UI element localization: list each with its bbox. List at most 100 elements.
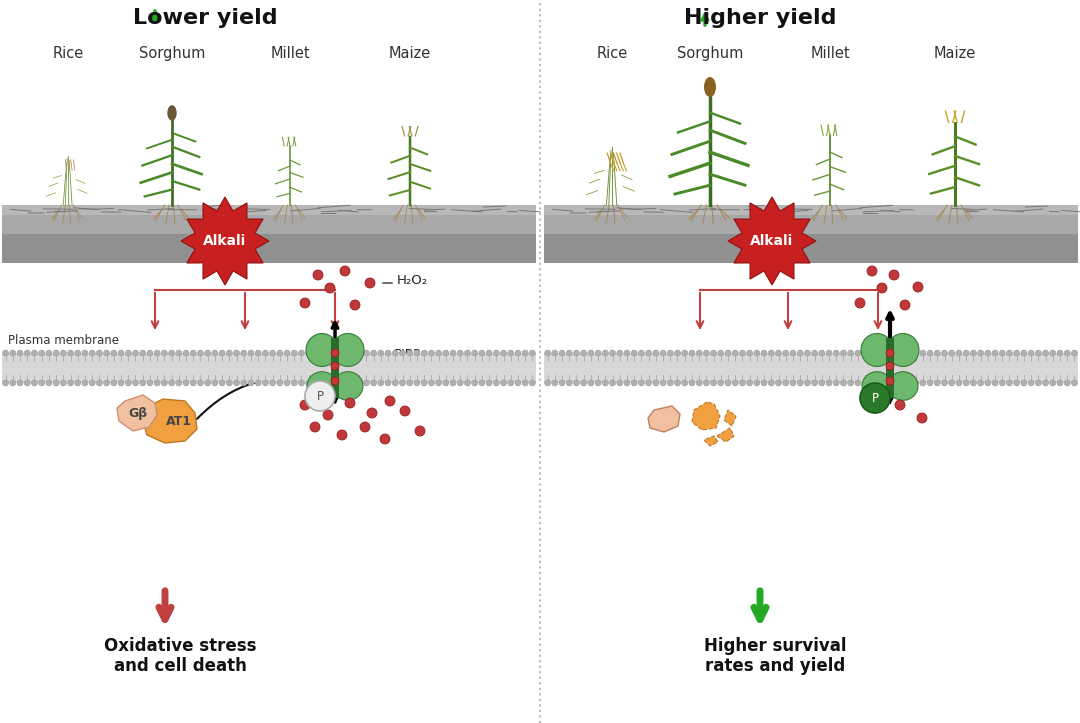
Bar — [2, 353, 536, 368]
Circle shape — [855, 298, 865, 308]
Circle shape — [732, 380, 739, 386]
Circle shape — [689, 380, 694, 386]
Circle shape — [761, 380, 767, 386]
Circle shape — [681, 350, 688, 356]
Circle shape — [1021, 350, 1027, 356]
Circle shape — [840, 350, 847, 356]
Circle shape — [313, 350, 319, 356]
Circle shape — [82, 380, 87, 386]
Circle shape — [970, 350, 976, 356]
Ellipse shape — [861, 333, 893, 367]
Circle shape — [877, 350, 882, 356]
Circle shape — [205, 350, 211, 356]
Circle shape — [421, 380, 428, 386]
Circle shape — [1057, 350, 1063, 356]
Circle shape — [2, 380, 9, 386]
Bar — [2, 205, 536, 234]
Bar — [544, 353, 1078, 368]
Polygon shape — [704, 436, 718, 446]
Circle shape — [667, 350, 673, 356]
Circle shape — [212, 380, 218, 386]
Circle shape — [400, 350, 405, 356]
Circle shape — [529, 380, 536, 386]
Circle shape — [104, 380, 110, 386]
Circle shape — [39, 350, 44, 356]
Circle shape — [732, 350, 739, 356]
Circle shape — [255, 350, 261, 356]
Circle shape — [811, 380, 818, 386]
Polygon shape — [724, 410, 735, 426]
Bar — [2, 368, 536, 383]
Circle shape — [789, 350, 796, 356]
Circle shape — [768, 380, 774, 386]
Text: P: P — [872, 391, 878, 404]
Circle shape — [1064, 350, 1070, 356]
Polygon shape — [181, 197, 269, 285]
Circle shape — [429, 380, 434, 386]
Circle shape — [457, 380, 463, 386]
Circle shape — [913, 380, 919, 386]
Circle shape — [889, 270, 899, 280]
Circle shape — [970, 380, 976, 386]
Circle shape — [899, 380, 904, 386]
Circle shape — [104, 350, 110, 356]
Circle shape — [552, 350, 557, 356]
Circle shape — [325, 283, 335, 293]
Circle shape — [624, 380, 630, 386]
Circle shape — [681, 380, 688, 386]
Text: Sorghum: Sorghum — [677, 46, 743, 61]
Circle shape — [435, 350, 442, 356]
Circle shape — [118, 380, 124, 386]
Circle shape — [262, 350, 269, 356]
Circle shape — [660, 380, 666, 386]
Text: Rice: Rice — [596, 46, 627, 61]
Circle shape — [529, 350, 536, 356]
Circle shape — [335, 350, 340, 356]
Circle shape — [75, 350, 81, 356]
Circle shape — [956, 380, 962, 386]
Circle shape — [1042, 350, 1049, 356]
Circle shape — [862, 350, 868, 356]
Circle shape — [900, 300, 910, 310]
Circle shape — [60, 380, 66, 386]
Circle shape — [552, 380, 557, 386]
Circle shape — [198, 350, 203, 356]
Circle shape — [740, 350, 745, 356]
Text: P: P — [316, 390, 324, 403]
Circle shape — [154, 380, 160, 386]
Circle shape — [783, 380, 788, 386]
Circle shape — [443, 380, 449, 386]
Circle shape — [1071, 350, 1078, 356]
Circle shape — [190, 350, 197, 356]
Circle shape — [457, 350, 463, 356]
Circle shape — [10, 350, 16, 356]
Circle shape — [139, 380, 146, 386]
Ellipse shape — [887, 333, 919, 367]
Circle shape — [711, 350, 716, 356]
Circle shape — [270, 380, 275, 386]
Circle shape — [320, 350, 326, 356]
Circle shape — [660, 350, 666, 356]
Circle shape — [877, 380, 882, 386]
Text: AT1: AT1 — [166, 414, 192, 427]
Text: PIP2s: PIP2s — [394, 348, 429, 361]
Circle shape — [638, 350, 645, 356]
Circle shape — [1028, 380, 1035, 386]
Circle shape — [775, 350, 782, 356]
Circle shape — [39, 380, 44, 386]
Circle shape — [638, 380, 645, 386]
Circle shape — [963, 380, 969, 386]
Circle shape — [111, 380, 117, 386]
Circle shape — [1007, 350, 1012, 356]
Circle shape — [740, 380, 745, 386]
Circle shape — [233, 380, 240, 386]
Circle shape — [718, 380, 724, 386]
Circle shape — [233, 350, 240, 356]
Circle shape — [840, 380, 847, 386]
Circle shape — [478, 380, 485, 386]
Circle shape — [370, 380, 377, 386]
Polygon shape — [648, 406, 680, 432]
Circle shape — [327, 380, 334, 386]
Ellipse shape — [333, 372, 363, 401]
Circle shape — [53, 350, 59, 356]
